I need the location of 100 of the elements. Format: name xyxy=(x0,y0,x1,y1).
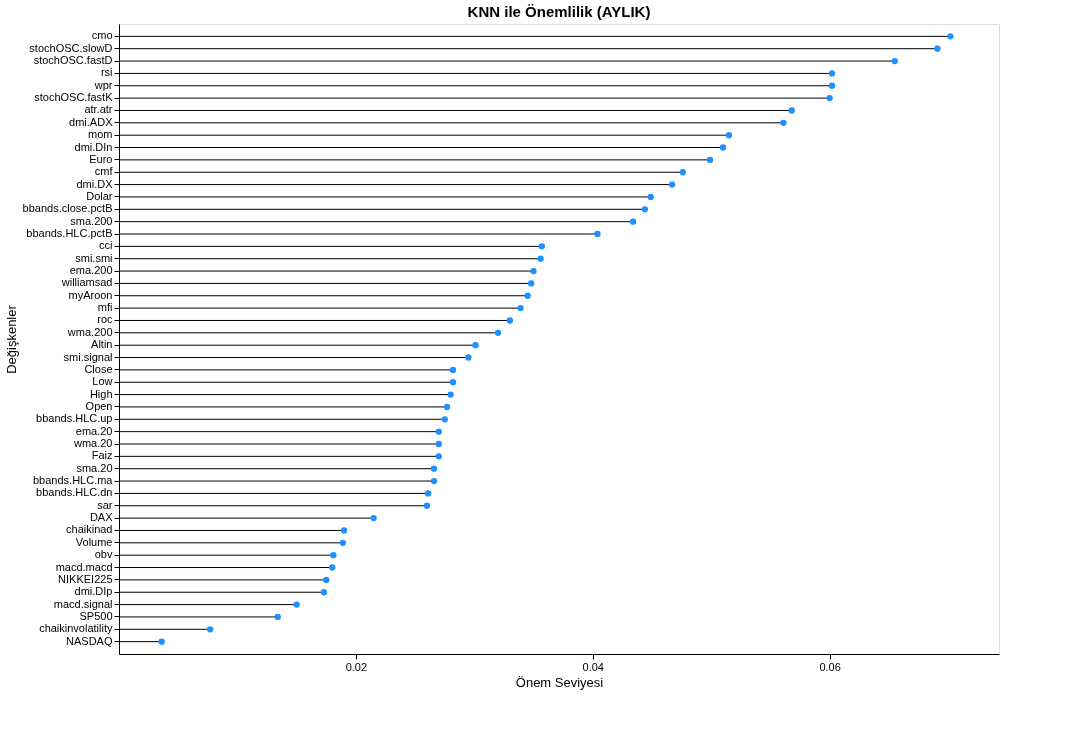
y-tick-label: williamsad xyxy=(60,276,113,289)
point xyxy=(788,107,795,114)
y-tick-label: myAroon xyxy=(68,288,113,301)
point xyxy=(339,539,347,546)
point xyxy=(320,589,328,596)
point xyxy=(435,428,442,435)
point xyxy=(330,552,337,559)
y-tick-label: smi.signal xyxy=(63,350,113,363)
point xyxy=(537,255,544,262)
y-tick-label: sma.20 xyxy=(76,461,113,474)
y-tick-label: SP500 xyxy=(79,609,113,622)
point xyxy=(424,490,432,497)
point xyxy=(158,638,165,645)
point xyxy=(719,144,727,151)
point xyxy=(828,82,836,89)
y-tick-label: rsi xyxy=(100,66,113,79)
point xyxy=(934,45,941,52)
point xyxy=(370,514,377,522)
y-tick-label: Close xyxy=(84,362,113,375)
point xyxy=(340,527,348,534)
point xyxy=(668,181,676,188)
point xyxy=(506,317,514,324)
y-tick-label: dmi.DIp xyxy=(74,585,113,598)
point xyxy=(594,230,601,238)
y-tick-label: stochOSC.fastD xyxy=(33,54,113,67)
y-tick-label: dmi.DIn xyxy=(74,140,113,153)
point xyxy=(647,193,654,201)
point xyxy=(423,502,431,509)
y-tick-label: mfi xyxy=(97,301,113,314)
y-tick-label: wma.20 xyxy=(72,437,113,449)
point xyxy=(274,613,281,621)
point xyxy=(538,243,545,250)
y-tick-label: bbands.HLC.up xyxy=(36,412,113,425)
y-tick-label: High xyxy=(89,387,113,400)
y-tick-label: ema.20 xyxy=(75,424,113,437)
chart-title: KNN ile Önemlilik (AYLIK) xyxy=(467,3,651,20)
point xyxy=(725,132,733,139)
y-tick-label: cmo xyxy=(91,29,113,42)
point xyxy=(293,601,300,608)
point xyxy=(441,416,448,423)
point xyxy=(780,119,787,126)
y-tick-label: DAX xyxy=(89,511,114,524)
y-tick-label: dmi.DX xyxy=(76,177,114,190)
point xyxy=(323,576,330,584)
y-tick-label: Open xyxy=(85,399,113,412)
y-tick-label: obv xyxy=(94,548,113,561)
y-tick-label: sar xyxy=(97,498,113,511)
y-tick-label: cmf xyxy=(94,165,114,178)
point xyxy=(435,440,442,448)
point xyxy=(629,218,637,225)
point xyxy=(329,564,336,571)
point xyxy=(891,57,898,65)
y-tick-label: roc xyxy=(97,313,113,326)
point xyxy=(679,169,686,176)
y-tick-label: bbands.close.pctB xyxy=(22,202,113,215)
point xyxy=(430,465,438,472)
y-tick-label: bbands.HLC.dn xyxy=(36,486,113,499)
point xyxy=(826,94,833,102)
point xyxy=(494,329,502,336)
y-tick-label: dmi.ADX xyxy=(69,115,114,128)
y-tick-label: smi.smi xyxy=(75,251,113,264)
point xyxy=(528,280,535,287)
point xyxy=(443,403,451,411)
point xyxy=(465,354,472,361)
point xyxy=(947,33,954,40)
y-tick-label: Faiz xyxy=(91,449,113,462)
y-tick-label: macd.signal xyxy=(53,597,113,610)
x-tick-label: 0.02 xyxy=(345,660,368,673)
y-tick-label: chaikinvolatility xyxy=(39,622,113,635)
point xyxy=(524,292,531,299)
y-tick-label: Volume xyxy=(75,535,113,548)
y-tick-label: wma.200 xyxy=(66,325,113,338)
point xyxy=(530,267,537,275)
x-tick-label: 0.06 xyxy=(819,660,841,673)
y-tick-label: NASDAQ xyxy=(66,634,113,647)
y-axis-title: Değişkenler xyxy=(3,304,19,374)
point xyxy=(472,342,479,349)
y-tick-label: Low xyxy=(92,375,113,388)
y-tick-label: chaikinad xyxy=(66,523,113,536)
point xyxy=(435,453,442,460)
x-axis-title: Önem Seviyesi xyxy=(515,674,604,690)
y-tick-label: macd.macd xyxy=(55,560,113,573)
y-tick-label: Euro xyxy=(89,152,113,165)
x-tick-label: 0.04 xyxy=(582,660,604,673)
point xyxy=(828,70,836,77)
point xyxy=(449,379,457,386)
point xyxy=(706,156,714,164)
y-tick-label: atr.atr xyxy=(84,103,113,116)
point xyxy=(449,366,457,374)
y-tick-label: sma.200 xyxy=(70,214,113,227)
y-tick-label: mom xyxy=(88,128,113,141)
y-tick-label: stochOSC.slowD xyxy=(29,41,113,54)
y-tick-label: wpr xyxy=(93,78,113,91)
y-tick-label: NIKKEI225 xyxy=(58,572,113,585)
y-tick-label: Dolar xyxy=(86,189,113,202)
point xyxy=(517,304,524,312)
y-tick-label: bbands.HLC.ma xyxy=(33,474,114,487)
y-tick-label: ema.200 xyxy=(69,264,113,277)
y-tick-label: stochOSC.fastK xyxy=(34,91,114,104)
point xyxy=(430,477,438,485)
